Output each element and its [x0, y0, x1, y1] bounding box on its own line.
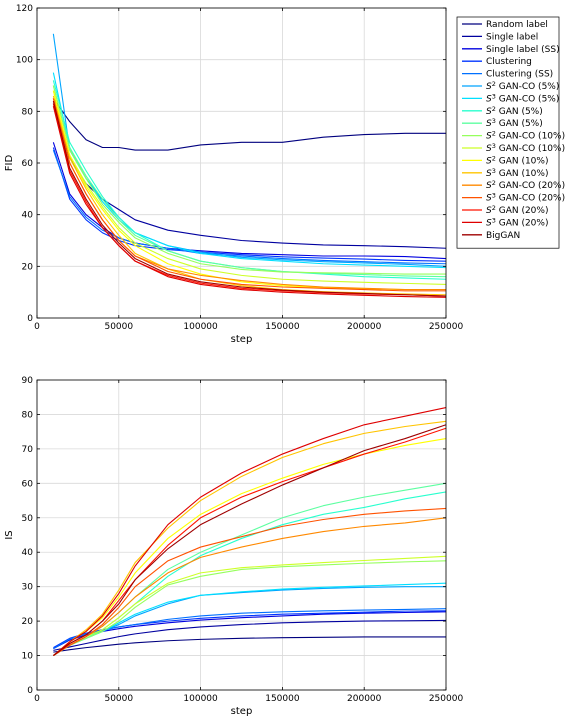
fid-ytick-label: 40 [22, 211, 34, 221]
is-ytick-label: 30 [22, 583, 34, 593]
fid-plot: 0 50000 100000 150000 200000 250000 0 20 40 60 80 1… [4, 4, 565, 345]
fid-series-line [52, 149, 447, 265]
is-ylabel: IS [4, 530, 15, 539]
fid-series-line [52, 98, 446, 151]
fid-xtick-label: 200000 [347, 322, 382, 332]
is-xtick-label: 50000 [104, 694, 133, 704]
is-xtick-label: 250000 [429, 694, 464, 704]
is-ytick-label: 60 [22, 479, 34, 489]
is-series-group [53, 407, 447, 657]
legend-label: Clustering [486, 57, 532, 67]
legend-label: S3 GAN-CO (10%) [486, 142, 565, 154]
fid-xtick-label: 100000 [183, 322, 218, 332]
legend-label: S2 GAN-CO (10%) [486, 130, 565, 142]
legend: Random label Single label Single label (SS… [456, 16, 565, 249]
is-series-line [53, 619, 447, 651]
legend-label: S2 GAN (20%) [486, 204, 548, 216]
legend-label: Single label (SS) [486, 45, 560, 55]
is-frame [36, 379, 447, 691]
is-series-line [53, 424, 447, 657]
fid-xtick-label: 50000 [104, 322, 133, 332]
fid-series-line [52, 85, 447, 278]
is-plot: 0 50000 100000 150000 200000 250000 0 10 20 30 40 5… [4, 376, 463, 717]
is-xtick-label: 200000 [347, 694, 382, 704]
legend-label: S2 GAN-CO (20%) [486, 179, 565, 191]
is-ytick-label: 20 [22, 617, 34, 627]
fid-series-line [52, 90, 447, 285]
is-xtick-label: 100000 [183, 694, 218, 704]
fid-series-line [52, 103, 447, 249]
fid-series-line [52, 98, 446, 292]
is-ytick-label: 80 [22, 410, 34, 420]
fid-ytick-label: 100 [16, 56, 33, 66]
legend-label: S2 GAN (5%) [486, 105, 543, 117]
fid-ytick-label: 60 [22, 159, 34, 169]
legend-label: S2 GAN-CO (5%) [486, 80, 559, 92]
fid-series-group [52, 33, 447, 298]
legend-label: S3 GAN-CO (20%) [486, 192, 565, 204]
is-ytick-label: 0 [27, 686, 33, 696]
legend-label: BigGAN [486, 231, 520, 241]
fid-series-line [52, 85, 446, 275]
fid-xtick-label: 150000 [265, 322, 300, 332]
fid-ytick-label: 80 [22, 107, 34, 117]
is-series-line [53, 636, 446, 653]
fid-series-line [52, 106, 447, 298]
is-series-line [53, 560, 447, 657]
legend-label: S3 GAN (5%) [486, 117, 543, 129]
is-ytick-label: 40 [22, 548, 34, 558]
legend-label: Random label [486, 20, 548, 30]
is-series-line [53, 420, 447, 656]
is-ytick-label: 10 [22, 652, 34, 662]
is-xlabel: step [231, 706, 253, 717]
legend-label: Clustering (SS) [486, 70, 553, 80]
legend-label: S2 GAN (10%) [486, 154, 548, 166]
is-series-line [53, 507, 447, 657]
legend-label: S3 GAN (20%) [486, 216, 548, 228]
is-ytick-label: 90 [22, 376, 34, 386]
fid-ytick-label: 0 [27, 314, 33, 324]
legend-label: S3 GAN-CO (5%) [486, 92, 559, 104]
fid-ylabel: FID [4, 155, 15, 172]
fid-ytick-label: 20 [22, 262, 34, 272]
fid-xtick-label: 0 [34, 322, 40, 332]
fid-series-line [52, 100, 447, 297]
is-xtick-label: 0 [34, 694, 40, 704]
is-series-line [53, 407, 447, 656]
is-ytick-label: 70 [22, 445, 34, 455]
is-ytick-label: 50 [22, 514, 34, 524]
fid-xtick-label: 250000 [429, 322, 464, 332]
legend-label: Single label [486, 32, 538, 42]
fid-xlabel: step [231, 334, 253, 345]
legend-label: S3 GAN (10%) [486, 167, 548, 179]
fid-ytick-label: 120 [16, 4, 33, 14]
is-xtick-label: 150000 [265, 694, 300, 704]
